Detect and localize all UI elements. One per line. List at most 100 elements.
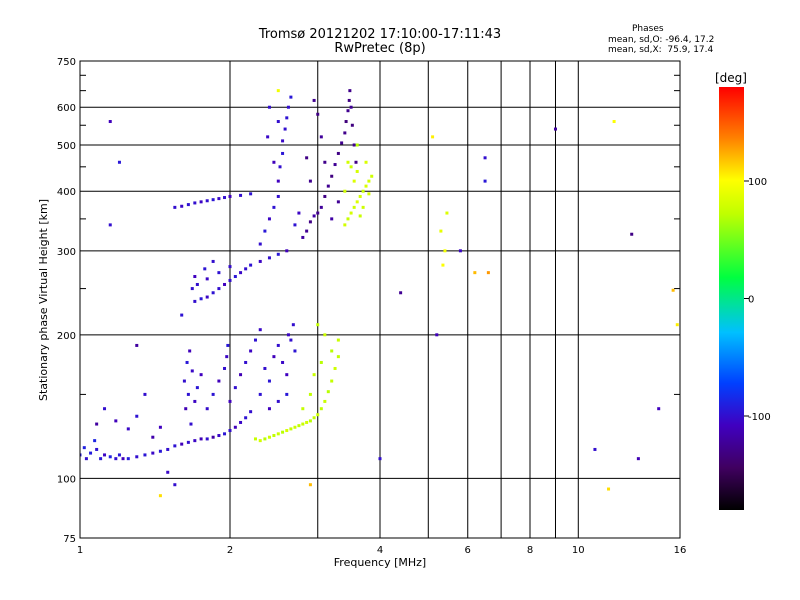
data-point-o	[312, 214, 316, 218]
data-point-x	[439, 229, 443, 233]
data-point-o	[239, 193, 243, 197]
data-point-o	[378, 457, 382, 461]
data-point-o	[285, 116, 289, 120]
data-point-o	[263, 366, 267, 370]
data-point-o	[182, 379, 186, 383]
data-point-o	[190, 287, 194, 291]
colorbar: [deg] -100 0 100	[715, 71, 771, 510]
data-point-x	[675, 323, 679, 327]
data-point-o	[266, 135, 270, 139]
data-point-x	[364, 160, 368, 164]
data-point-o	[190, 369, 194, 373]
data-point-o	[93, 439, 97, 443]
data-point-o	[249, 263, 253, 267]
data-point-o	[80, 453, 82, 457]
y-axis-label: Stationary phase Virtual Height [km]	[37, 199, 50, 401]
data-point-x	[349, 211, 353, 215]
data-point-x	[333, 366, 337, 370]
data-point-o	[180, 313, 184, 317]
data-point-o	[244, 416, 248, 420]
data-point-o	[249, 410, 253, 414]
data-point-x	[355, 143, 359, 147]
data-point-o	[205, 407, 209, 411]
data-point-o	[249, 192, 253, 196]
data-point-o	[330, 174, 334, 178]
data-point-o	[135, 343, 139, 347]
data-point-o	[258, 242, 262, 246]
y-tick-label: 75	[63, 534, 76, 545]
x-axis-ticks: 1 2 4 6 8 10 16	[77, 545, 687, 556]
data-point-o	[281, 151, 285, 155]
data-point-x	[312, 373, 316, 377]
x-tick-label: 8	[527, 545, 533, 556]
data-point-o	[272, 205, 276, 209]
data-point-o	[228, 429, 232, 433]
data-point-o	[205, 295, 209, 299]
data-point-x	[343, 189, 347, 193]
data-point-o	[305, 229, 309, 233]
data-point-o	[305, 156, 309, 160]
y-tick-label: 600	[57, 103, 76, 114]
data-point-o	[211, 435, 215, 439]
data-point-x	[355, 200, 359, 204]
data-point-x	[326, 390, 330, 394]
x-tick-label: 4	[377, 545, 383, 556]
data-point-o	[211, 198, 215, 202]
data-point-o	[108, 120, 112, 124]
data-point-o	[354, 160, 358, 164]
data-point-o	[348, 89, 352, 93]
data-point-x	[158, 494, 162, 498]
x-tick-label: 6	[465, 545, 471, 556]
data-point-o	[312, 98, 316, 102]
data-point-o	[239, 420, 243, 424]
data-point-o	[323, 194, 327, 198]
data-point-x	[267, 435, 271, 439]
y-tick-label: 100	[57, 474, 76, 485]
data-point-o	[103, 407, 107, 411]
data-point-o	[193, 439, 197, 443]
data-point-o	[267, 407, 271, 411]
data-point-o	[281, 139, 285, 143]
data-point-o	[244, 267, 248, 271]
plot-frame	[79, 60, 681, 539]
data-point-x	[297, 424, 301, 428]
data-point-o	[195, 282, 199, 286]
data-point-o	[186, 440, 190, 444]
data-point-x	[316, 413, 320, 417]
y-tick-label: 500	[57, 141, 76, 152]
data-point-o	[158, 449, 162, 453]
x-tick-label: 1	[77, 545, 83, 556]
data-point-o	[239, 271, 243, 275]
data-point-o	[135, 414, 139, 418]
colorbar-tick-label: -100	[748, 412, 771, 423]
data-point-o	[199, 373, 203, 377]
y-tick-label: 750	[57, 57, 76, 68]
data-point-o	[223, 366, 227, 370]
data-point-o	[84, 457, 88, 461]
data-point-x	[308, 419, 312, 423]
data-point-o	[217, 197, 221, 201]
data-point-o	[217, 379, 221, 383]
data-point-o	[117, 453, 121, 457]
data-point-o	[228, 265, 232, 269]
data-point-o	[233, 275, 237, 279]
data-point-o	[286, 333, 290, 337]
chart-title-line1: Tromsø 20121202 17:10:00-17:11:43	[258, 27, 502, 42]
y-tick-label: 200	[57, 331, 76, 342]
data-point-o	[483, 179, 487, 183]
data-point-o	[352, 143, 356, 147]
data-point-o	[244, 360, 248, 364]
data-point-x	[323, 399, 327, 403]
colorbar-gradient	[719, 87, 744, 510]
y-tick-label: 300	[57, 247, 76, 258]
data-point-x	[319, 360, 323, 364]
data-point-o	[188, 349, 192, 353]
data-point-o	[126, 427, 130, 431]
data-point-o	[228, 194, 232, 198]
data-point-o	[205, 437, 209, 441]
data-point-o	[228, 278, 232, 282]
data-point-x	[370, 174, 374, 178]
data-point-x	[612, 120, 616, 124]
data-point-o	[223, 282, 227, 286]
data-point-x	[276, 432, 280, 436]
